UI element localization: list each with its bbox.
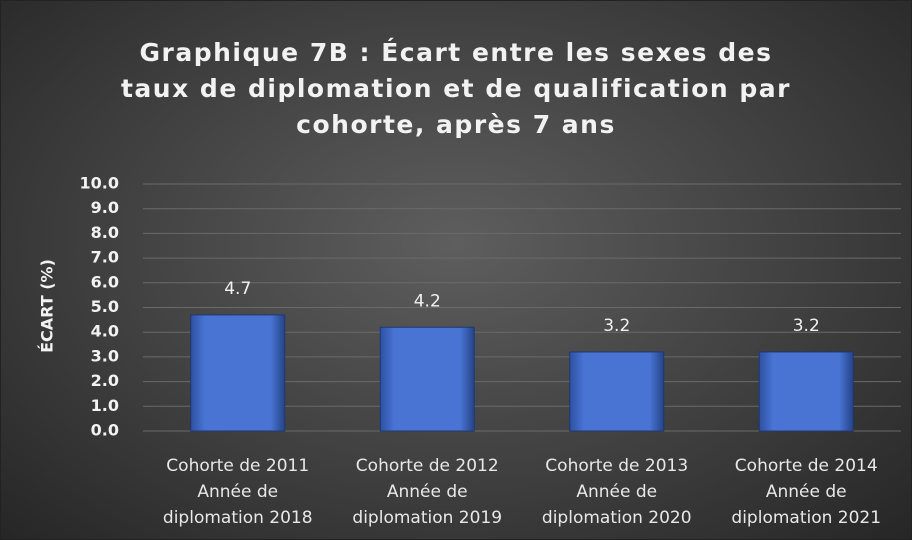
- y-tick-label: 7.0: [91, 248, 119, 267]
- y-tick-label: 1.0: [91, 396, 119, 415]
- x-tick-label: Année de: [766, 482, 847, 502]
- value-label: 4.2: [414, 291, 441, 311]
- y-axis-label: ÉCART (%): [38, 259, 57, 353]
- value-label: 3.2: [793, 316, 820, 336]
- y-tick-label: 0.0: [91, 421, 119, 440]
- x-tick-label: Cohorte de 2013: [545, 456, 688, 476]
- bar-bevel: [569, 351, 665, 432]
- bar-bevel: [379, 326, 475, 432]
- y-tick-label: 10.0: [80, 174, 119, 193]
- x-tick-label: diplomation 2021: [731, 508, 881, 528]
- value-label: 4.7: [224, 279, 251, 299]
- x-tick-label: Cohorte de 2012: [356, 456, 499, 476]
- x-tick-label: diplomation 2019: [352, 508, 502, 528]
- x-tick-label: Année de: [387, 482, 468, 502]
- x-tick-label: Année de: [576, 482, 657, 502]
- bar-bevel: [758, 351, 854, 432]
- y-tick-label: 8.0: [91, 223, 119, 242]
- x-tick-label: diplomation 2020: [542, 508, 692, 528]
- y-tick-label: 6.0: [91, 272, 119, 291]
- chart-title: Graphique 7B : Écart entre les sexes des…: [120, 38, 792, 139]
- x-tick-label: Cohorte de 2011: [166, 456, 309, 476]
- bar-bevel: [190, 314, 286, 432]
- x-tick-label: Cohorte de 2014: [735, 456, 878, 476]
- y-tick-label: 4.0: [91, 322, 119, 341]
- y-tick-label: 5.0: [91, 297, 119, 316]
- y-tick-label: 9.0: [91, 198, 119, 217]
- y-tick-label: 3.0: [91, 346, 119, 365]
- y-tick-label: 2.0: [91, 371, 119, 390]
- value-label: 3.2: [603, 316, 630, 336]
- x-tick-label: diplomation 2018: [163, 508, 313, 528]
- x-tick-label: Année de: [197, 482, 278, 502]
